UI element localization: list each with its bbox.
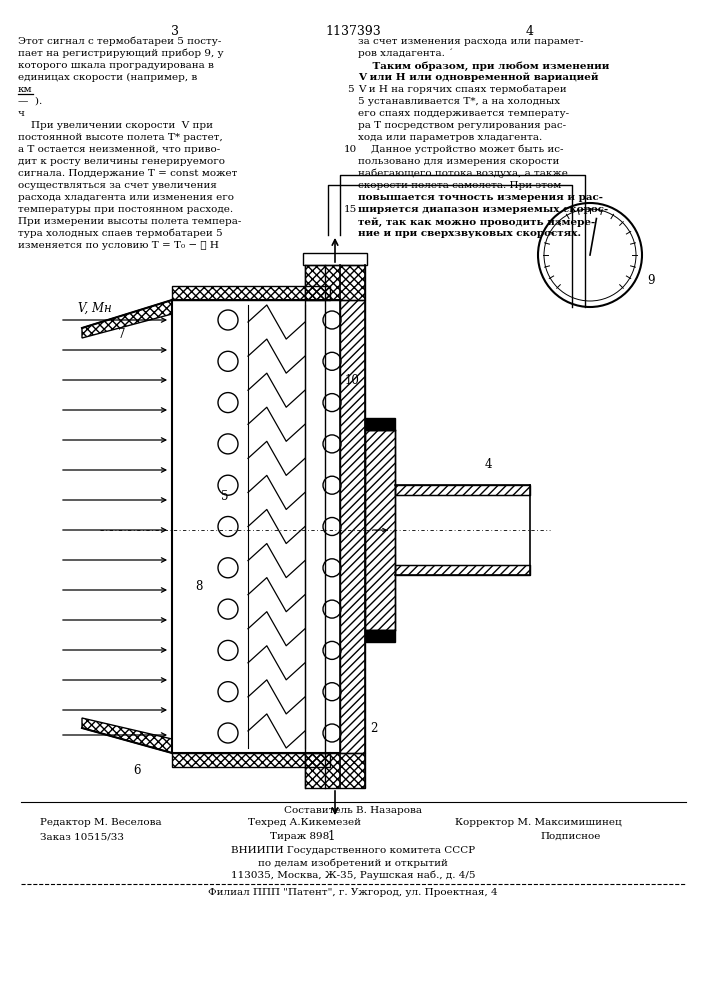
Text: постоянной высоте полета T* растет,: постоянной высоте полета T* растет,	[18, 133, 223, 142]
Bar	[305, 265, 365, 300]
Text: 1: 1	[327, 830, 334, 842]
Text: температуры при постоянном расходе.: температуры при постоянном расходе.	[18, 205, 233, 214]
Text: 5 устанавливается T*, а на холодных: 5 устанавливается T*, а на холодных	[358, 97, 560, 106]
Text: осуществляться за счет увеличения: осуществляться за счет увеличения	[18, 181, 217, 190]
Text: 15: 15	[344, 205, 356, 214]
Circle shape	[538, 203, 642, 307]
Text: тура холодных спаев термобатареи 5: тура холодных спаев термобатареи 5	[18, 229, 223, 238]
Text: набегающего потока воздуха, а также: набегающего потока воздуха, а также	[358, 169, 568, 178]
Bar	[340, 300, 365, 753]
Circle shape	[323, 600, 341, 618]
Text: 6: 6	[133, 764, 141, 776]
Circle shape	[218, 640, 238, 660]
Text: 9: 9	[647, 273, 655, 286]
Text: расхода хладагента или изменения его: расхода хладагента или изменения его	[18, 193, 234, 202]
Text: При измерении высоты полета темпера-: При измерении высоты полета темпера-	[18, 217, 241, 226]
Circle shape	[218, 558, 238, 578]
Circle shape	[323, 559, 341, 577]
Text: скорости полета самолета. При этом: скорости полета самолета. При этом	[358, 181, 561, 190]
Text: 5: 5	[221, 490, 228, 503]
Text: Техред А.Кикемезей: Техред А.Кикемезей	[248, 818, 361, 827]
Text: 113035, Москва, Ж-35, Раушская наб., д. 4/5: 113035, Москва, Ж-35, Раушская наб., д. …	[230, 870, 475, 880]
Bar	[172, 753, 330, 767]
Text: 4: 4	[526, 25, 534, 38]
Text: 8: 8	[196, 580, 203, 593]
Text: км: км	[18, 85, 33, 94]
Text: V или H или одновременной вариацией: V или H или одновременной вариацией	[358, 73, 599, 83]
Text: ч: ч	[18, 109, 25, 118]
Text: Тираж 898: Тираж 898	[270, 832, 329, 841]
Bar	[172, 286, 330, 300]
Circle shape	[218, 434, 238, 454]
Circle shape	[323, 311, 341, 329]
Circle shape	[218, 310, 238, 330]
Circle shape	[544, 209, 636, 301]
Text: тей, так как можно проводить измере-: тей, так как можно проводить измере-	[358, 217, 595, 227]
Circle shape	[323, 394, 341, 412]
Circle shape	[218, 393, 238, 413]
Text: Заказ 10515/33: Заказ 10515/33	[40, 832, 124, 841]
Text: 10: 10	[344, 145, 356, 154]
Text: 5: 5	[346, 85, 354, 94]
Text: изменяется по условию T = T₀ − ℓ H: изменяется по условию T = T₀ − ℓ H	[18, 241, 219, 250]
Text: При увеличении скорости  V при: При увеличении скорости V при	[18, 121, 213, 130]
Text: Составитель В. Назарова: Составитель В. Назарова	[284, 806, 422, 815]
Text: 3: 3	[370, 632, 378, 645]
Text: по делам изобретений и открытий: по делам изобретений и открытий	[258, 858, 448, 867]
Text: ров хладагента. ´: ров хладагента. ´	[358, 49, 453, 58]
Text: пает на регистрирующий прибор 9, у: пает на регистрирующий прибор 9, у	[18, 49, 223, 58]
Circle shape	[218, 599, 238, 619]
Text: ра T посредством регулирования рас-: ра T посредством регулирования рас-	[358, 121, 566, 130]
Bar	[303, 253, 367, 265]
Polygon shape	[365, 418, 395, 430]
Text: Редактор М. Веселова: Редактор М. Веселова	[40, 818, 162, 827]
Circle shape	[218, 516, 238, 536]
Text: за счет изменения расхода или парамет-: за счет изменения расхода или парамет-	[358, 37, 583, 46]
Circle shape	[218, 682, 238, 702]
Circle shape	[218, 723, 238, 743]
Circle shape	[323, 724, 341, 742]
Text: хода или параметров хладагента.: хода или параметров хладагента.	[358, 133, 542, 142]
Text: 10: 10	[345, 373, 360, 386]
Text: пользовано для измерения скорости: пользовано для измерения скорости	[358, 157, 559, 166]
Text: его спаях поддерживается температу-: его спаях поддерживается температу-	[358, 109, 569, 118]
Circle shape	[323, 352, 341, 370]
Text: ширяется диапазон измеряемых скорос-: ширяется диапазон измеряемых скорос-	[358, 205, 608, 214]
Circle shape	[218, 475, 238, 495]
Circle shape	[323, 435, 341, 453]
Text: ние и при сверхзвуковых скоростях.: ние и при сверхзвуковых скоростях.	[358, 229, 581, 238]
Text: Таким образом, при любом изменении: Таким образом, при любом изменении	[358, 61, 609, 71]
Text: 1137393: 1137393	[325, 25, 381, 38]
Bar	[305, 753, 365, 788]
Text: —  ).: — ).	[18, 97, 42, 106]
Text: дит к росту величины генерируемого: дит к росту величины генерируемого	[18, 157, 225, 166]
Text: 4: 4	[485, 458, 493, 472]
Circle shape	[323, 641, 341, 659]
Text: V, Мн: V, Мн	[78, 302, 112, 314]
Text: Подписное: Подписное	[540, 832, 600, 841]
Circle shape	[323, 683, 341, 701]
Text: 7: 7	[118, 328, 126, 342]
Circle shape	[323, 518, 341, 536]
Text: которого шкала проградуирована в: которого шкала проградуирована в	[18, 61, 214, 70]
Text: а T остается неизменной, что приво-: а T остается неизменной, что приво-	[18, 145, 221, 154]
Text: Филиал ППП "Патент", г. Ужгород, ул. Проектная, 4: Филиал ППП "Патент", г. Ужгород, ул. Про…	[208, 888, 498, 897]
Text: повышается точность измерения и рас-: повышается точность измерения и рас-	[358, 193, 603, 202]
Text: Этот сигнал с термобатареи 5 посту-: Этот сигнал с термобатареи 5 посту-	[18, 37, 221, 46]
Text: 2: 2	[370, 722, 378, 734]
Polygon shape	[365, 630, 395, 642]
Bar	[395, 565, 530, 575]
Text: ВНИИПИ Государственного комитета СССР: ВНИИПИ Государственного комитета СССР	[231, 846, 475, 855]
Circle shape	[323, 476, 341, 494]
Text: Корректор М. Максимишинец: Корректор М. Максимишинец	[455, 818, 621, 827]
Circle shape	[218, 351, 238, 371]
Text: V и H на горячих спаях термобатареи: V и H на горячих спаях термобатареи	[358, 85, 566, 95]
Text: единицах скорости (например, в: единицах скорости (например, в	[18, 73, 197, 82]
Text: сигнала. Поддержание T = const может: сигнала. Поддержание T = const может	[18, 169, 238, 178]
Text: 3: 3	[171, 25, 179, 38]
Text: Данное устройство может быть ис-: Данное устройство может быть ис-	[358, 145, 563, 154]
Bar	[395, 485, 530, 495]
Bar	[365, 430, 395, 630]
